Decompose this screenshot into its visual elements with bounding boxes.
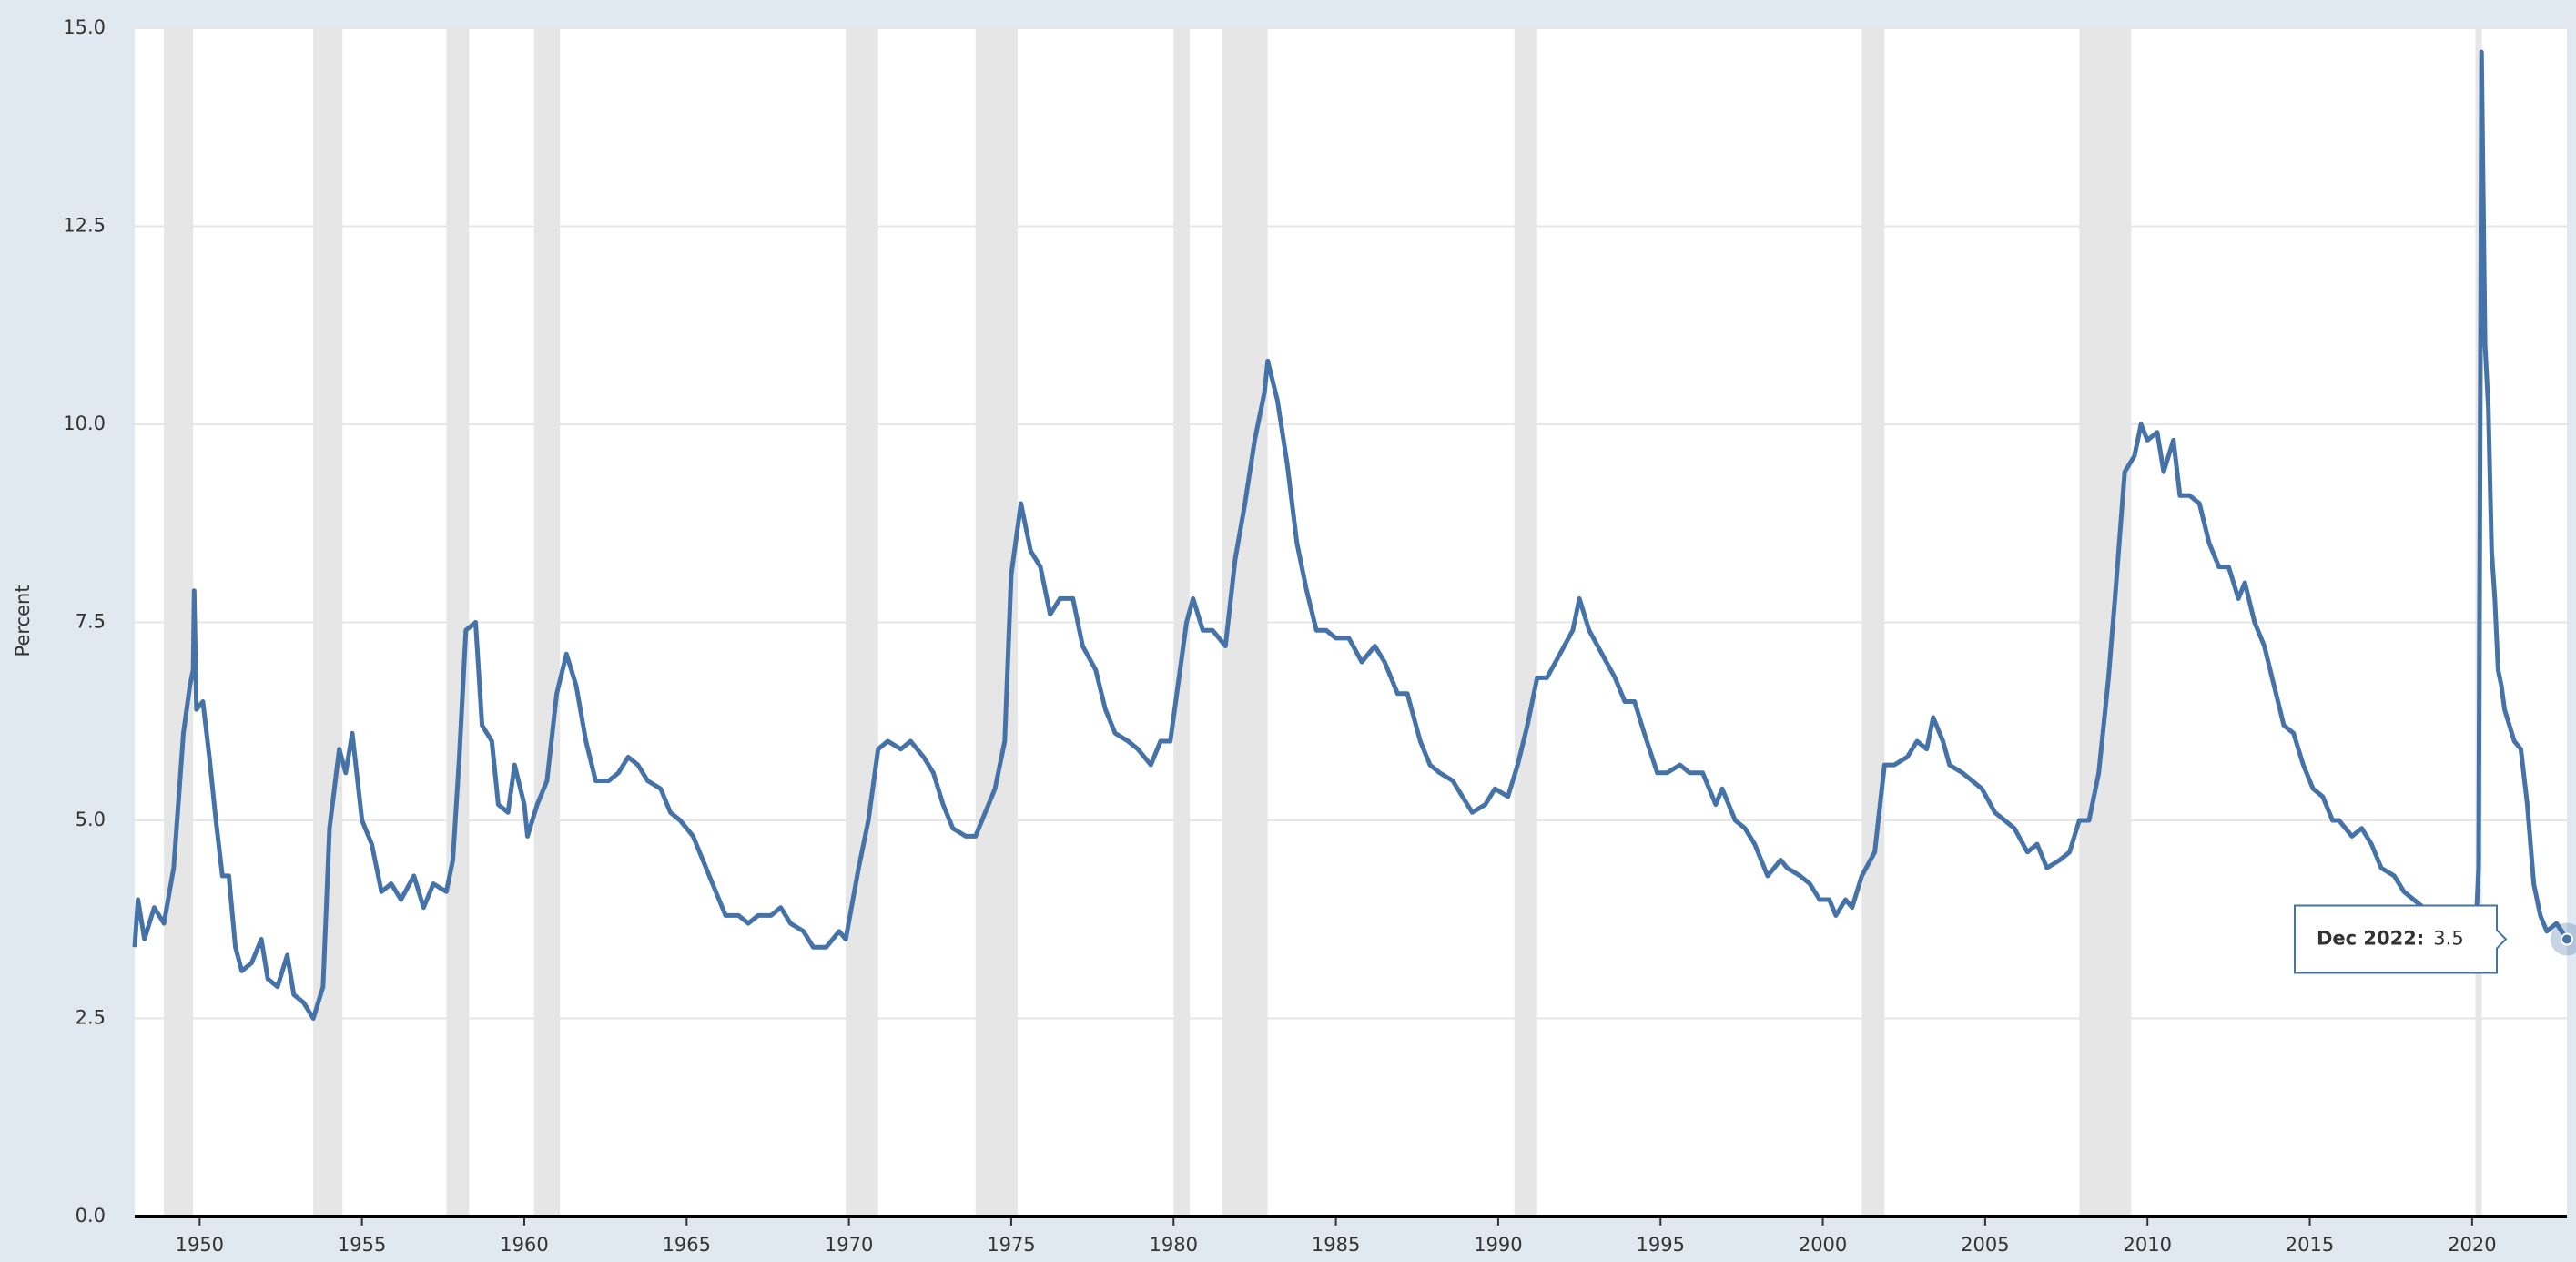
x-tick-label: 1960 [500,1234,548,1256]
tooltip-box [2294,904,2508,974]
x-tick-label: 1955 [338,1234,386,1256]
y-tick-label: 7.5 [76,611,106,633]
y-tick-label: 12.5 [63,215,106,237]
tooltip: Dec 2022: 3.5 [2294,904,2508,974]
x-tick-label: 1970 [825,1234,873,1256]
y-axis-label: Percent [12,585,34,656]
hover-point [2561,932,2573,946]
grid: 0.0 2.5 5.0 7.5 10.0 12.5 15.0 1950 1955 1960 1965… [63,16,2567,1256]
x-tick-label: 2000 [1799,1234,1847,1256]
series-line [132,49,2570,1021]
x-tick-label: 1985 [1312,1234,1360,1256]
x-tick-label: 2020 [2448,1234,2496,1256]
tooltip-value: 3.5 [2433,928,2463,950]
y-tick-label: 2.5 [76,1007,106,1029]
x-tick-label: 1950 [176,1234,224,1256]
x-tick-label: 1975 [987,1234,1035,1256]
y-tick-label: 15.0 [63,16,106,38]
y-tick-label: 0.0 [76,1205,106,1226]
x-tick-label: 1995 [1637,1234,1685,1256]
y-tick-label: 5.0 [76,809,106,830]
x-tick-label: 2015 [2286,1234,2334,1256]
x-tick-label: 1965 [663,1234,711,1256]
series [132,49,2576,1021]
y-tick-label: 10.0 [63,412,106,434]
x-tick-label: 1990 [1474,1234,1522,1256]
x-tick-label: 2005 [1961,1234,2009,1256]
x-tick-label: 1980 [1150,1234,1198,1256]
tooltip-label: Dec 2022: [2317,928,2424,950]
x-tick-label: 2010 [2123,1234,2171,1256]
